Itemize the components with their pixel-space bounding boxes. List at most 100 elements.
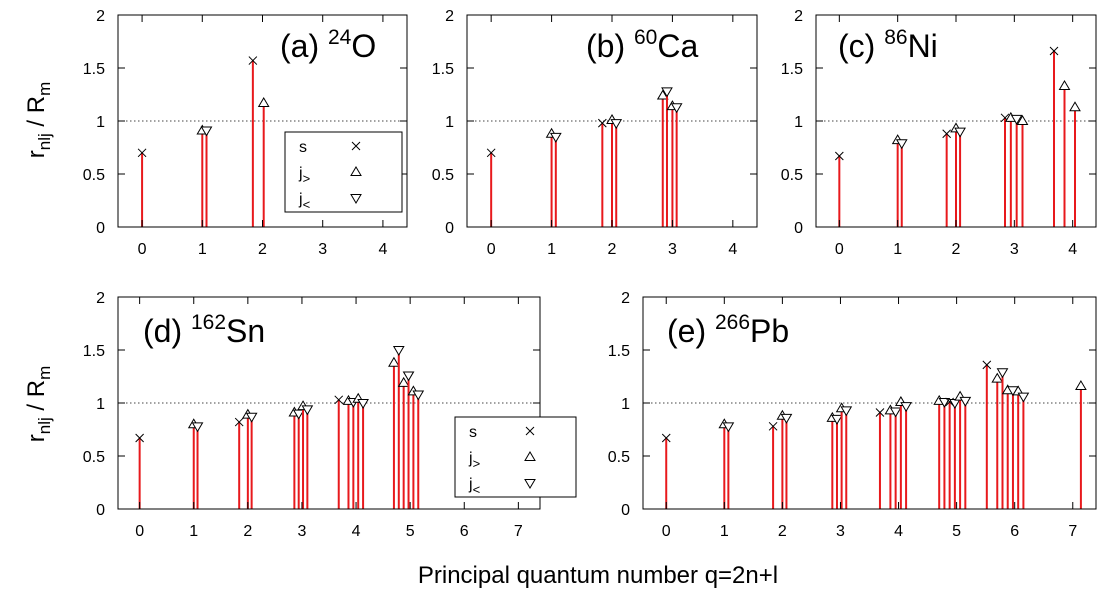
legend-marker-tri-up	[350, 166, 362, 176]
y-tick-label: 2	[445, 8, 454, 25]
panel-title: (b) 60Ca	[586, 26, 698, 64]
point-marker-c-0	[834, 151, 844, 161]
element-symbol: O	[351, 28, 376, 64]
x-tick-label: 2	[258, 241, 267, 258]
x-tick-label: 2	[778, 523, 787, 540]
point-marker-b-9	[670, 103, 683, 114]
x-tick-label: 4	[894, 523, 903, 540]
point-marker-b-5	[610, 119, 623, 130]
y-axis-label-divider: / R	[23, 96, 50, 133]
point-marker-b-2	[549, 132, 562, 143]
legend-marker-tri-up	[524, 451, 536, 461]
panel-e: 0 0.5 1 1.5 2 0 1 2 3 4 5 6 7 (e) 266Pb	[608, 290, 1097, 540]
legend-marker-tri-down	[524, 479, 536, 489]
y-tick-label: 2	[794, 8, 803, 25]
point-marker-d-5	[245, 412, 258, 423]
point-marker-c-5	[954, 127, 966, 138]
element-symbol: Ni	[908, 28, 938, 64]
point-marker-e-27	[1017, 392, 1030, 403]
legend-label: j<	[468, 476, 480, 497]
point-marker-e-28	[1075, 380, 1087, 391]
y-axis-label-subscript-m: m	[35, 366, 54, 380]
x-tick-label: 1	[189, 523, 198, 540]
x-tick-label: 7	[514, 523, 523, 540]
element-symbol: Ca	[657, 28, 698, 64]
y-tick-label: 1.5	[83, 343, 105, 360]
legend-marker-tri-down	[350, 194, 362, 204]
y-tick-label: 0	[445, 220, 454, 237]
x-tick-label: 3	[668, 241, 677, 258]
point-marker-e-9	[840, 406, 853, 417]
element-symbol: Sn	[226, 313, 265, 349]
y-tick-label: 1	[96, 396, 105, 413]
x-tick-label: 1	[198, 241, 207, 258]
panel-d: 0 0.5 1 1.5 2 0 1 2 3 4 5 6 7 (d) 162Sn s j> j<	[83, 290, 577, 540]
x-tick-label: 6	[460, 523, 469, 540]
point-marker-e-7	[831, 414, 843, 425]
mass-number: 60	[634, 26, 657, 49]
mass-number: 162	[191, 311, 226, 334]
y-tick-label: 2	[621, 290, 630, 307]
point-marker-e-18	[948, 399, 961, 409]
y-axis-label-top: rnlj / Rm	[23, 82, 54, 159]
x-tick-label: 4	[728, 241, 737, 258]
x-tick-label: 0	[487, 241, 496, 258]
y-axis-label-divider: / R	[23, 380, 50, 417]
x-tick-label: 5	[952, 523, 961, 540]
panel-title: (e) 266Pb	[667, 311, 789, 349]
point-marker-d-16	[392, 346, 405, 356]
y-tick-label: 0.5	[781, 167, 803, 184]
point-marker-e-3	[768, 421, 778, 431]
point-marker-d-0	[135, 433, 144, 443]
y-tick-label: 0.5	[432, 167, 454, 184]
y-tick-label: 0.5	[83, 449, 105, 466]
panel-label: (d)	[143, 313, 191, 349]
x-tick-label: 5	[406, 523, 415, 540]
y-axis-label-subscript: nlj	[35, 133, 54, 150]
y-tick-label: 0	[96, 502, 105, 519]
point-marker-d-2	[191, 422, 204, 433]
element-symbol: Pb	[750, 313, 789, 349]
y-tick-label: 2	[96, 8, 105, 25]
y-tick-label: 2	[96, 290, 105, 307]
x-tick-label: 4	[1068, 241, 1077, 258]
y-tick-label: 1	[621, 396, 630, 413]
point-marker-e-21	[982, 360, 992, 370]
panel-title: (d) 162Sn	[143, 311, 265, 349]
x-axis-label: Principal quantum number q=2n+l	[418, 562, 778, 589]
y-tick-label: 1.5	[432, 61, 454, 78]
point-marker-d-10	[334, 395, 344, 405]
x-tick-label: 0	[662, 523, 671, 540]
y-tick-label: 0.5	[83, 167, 105, 184]
point-marker-e-12	[889, 407, 902, 418]
legend: s j> j<	[454, 416, 577, 498]
x-tick-label: 1	[720, 523, 729, 540]
point-marker-e-22	[991, 372, 1004, 383]
panel-label: (a)	[280, 28, 328, 64]
panel-label: (c)	[838, 28, 884, 64]
x-tick-label: 3	[836, 523, 845, 540]
legend-marker-cross	[525, 426, 535, 436]
point-marker-d-15	[388, 356, 400, 367]
y-tick-label: 1	[445, 114, 454, 131]
panel-title: (a) 24O	[280, 26, 376, 64]
y-axis-label-bottom: rnlj / Rm	[23, 366, 54, 443]
y-tick-label: 0	[96, 220, 105, 237]
panel-c: 0 0.5 1 1.5 2 0 1 2 3 4 (c) 86Ni	[781, 8, 1097, 258]
point-marker-c-3	[942, 129, 952, 139]
x-tick-label: 3	[318, 241, 327, 258]
point-marker-c-9	[1016, 115, 1029, 125]
x-tick-label: 2	[952, 241, 961, 258]
x-tick-label: 0	[135, 523, 144, 540]
x-tick-label: 0	[835, 241, 844, 258]
legend: s j> j<	[284, 131, 403, 213]
point-marker-b-3	[597, 118, 607, 128]
y-tick-label: 1.5	[83, 61, 105, 78]
panel-label: (b)	[586, 28, 634, 64]
point-marker-c-10	[1049, 46, 1059, 56]
point-marker-e-23	[996, 368, 1009, 379]
y-tick-label: 0	[794, 220, 803, 237]
y-axis-label-subscript-m: m	[35, 82, 54, 96]
x-tick-label: 3	[1010, 241, 1019, 258]
